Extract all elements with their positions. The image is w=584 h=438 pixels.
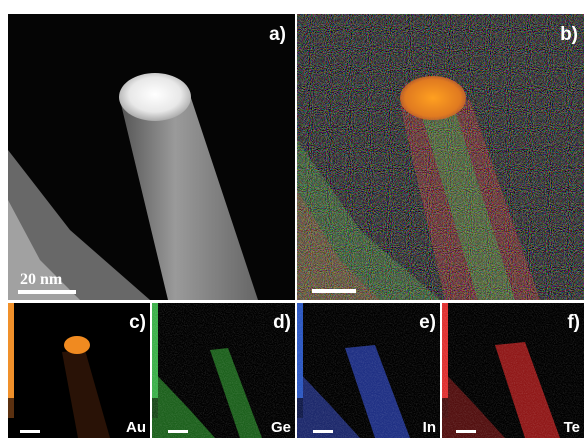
element-label: Au xyxy=(126,419,146,436)
panel-label: c) xyxy=(129,312,146,333)
panel-c: c) Au xyxy=(8,303,150,438)
panel-label: b) xyxy=(560,24,578,45)
scale-bar-label: 20 nm xyxy=(20,271,63,288)
scale-bar xyxy=(18,290,76,294)
scale-bar xyxy=(20,430,40,433)
panel-b: b) xyxy=(297,14,584,300)
panel-a: a) 20 nm xyxy=(8,14,295,300)
panel-label: a) xyxy=(269,24,286,45)
scale-bar xyxy=(312,289,356,293)
noise-overlay xyxy=(152,303,584,438)
